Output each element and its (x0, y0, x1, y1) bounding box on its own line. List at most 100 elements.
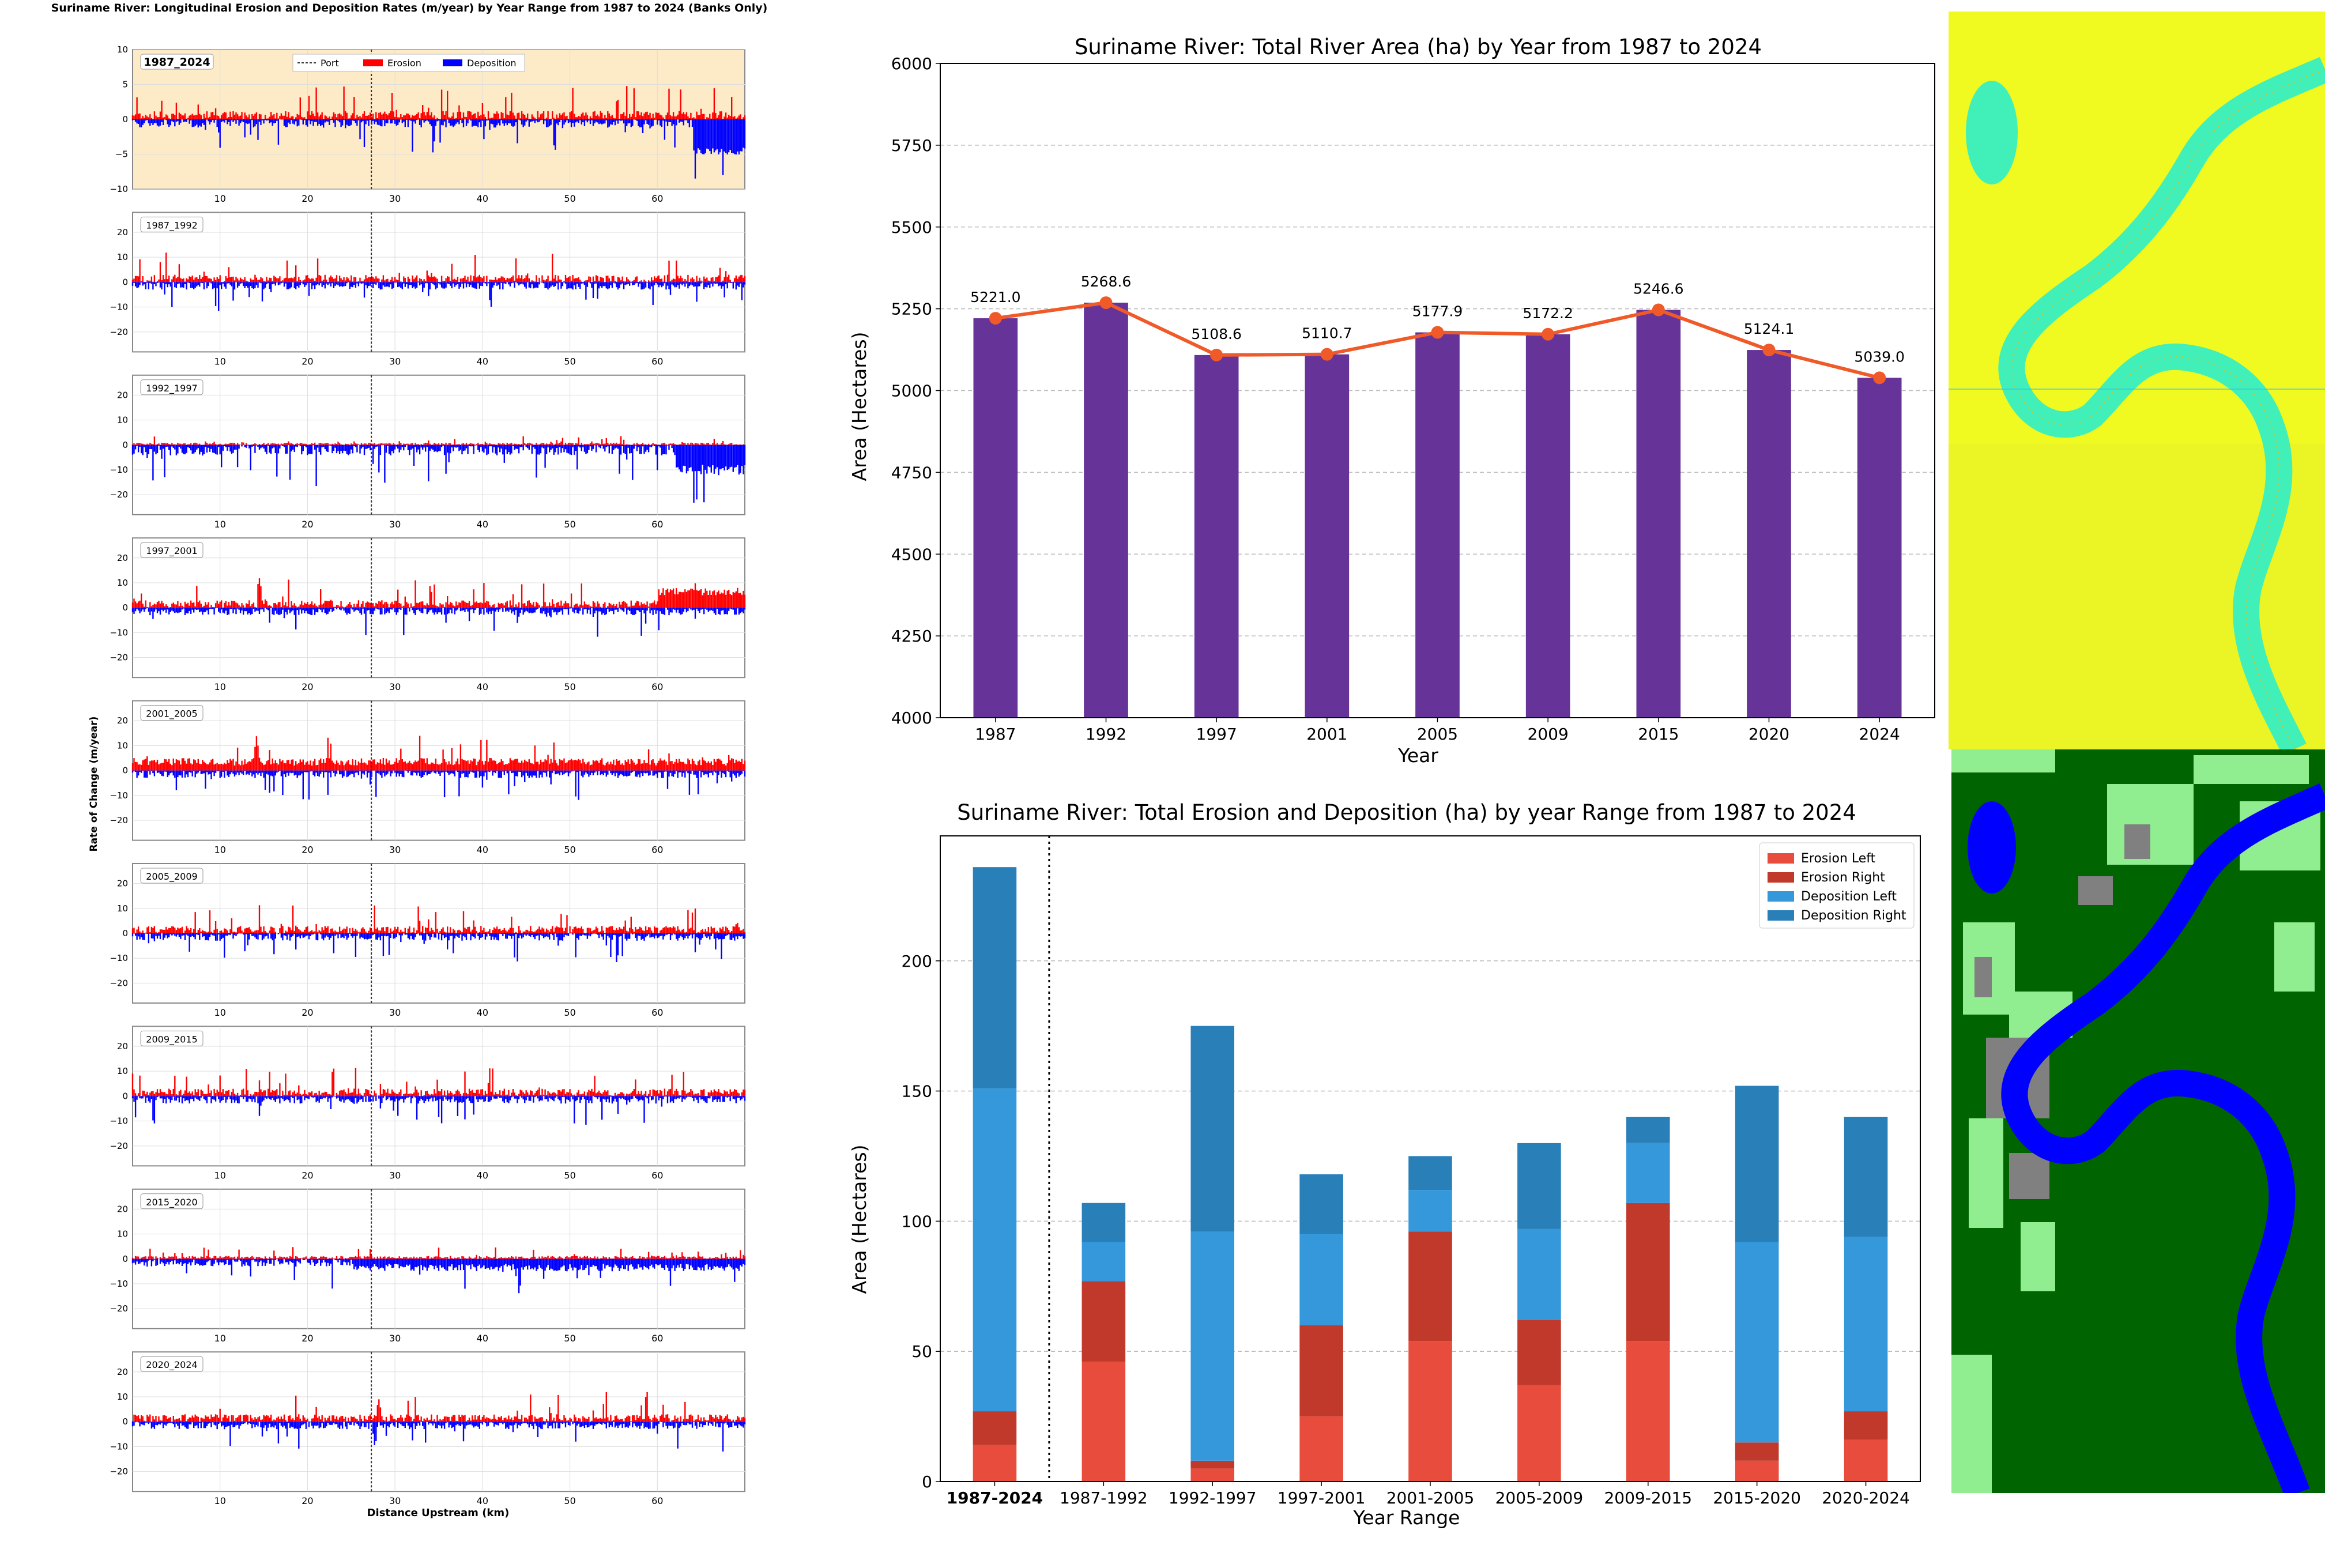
ed-bar-segment (1299, 1416, 1343, 1482)
y-tick-label: −20 (110, 489, 128, 500)
area-y-tick-label: 4500 (891, 545, 932, 564)
area-y-tick-label: 5250 (891, 300, 932, 319)
y-tick-label: 5 (122, 80, 128, 90)
ed-legend-box (1759, 842, 1915, 929)
ed-x-tick-label: 1997-2001 (1278, 1488, 1366, 1507)
x-tick-label: 40 (477, 519, 488, 530)
deposition-signal (131, 770, 746, 800)
ed-legend-swatch (1768, 853, 1794, 864)
y-tick-label: 0 (122, 928, 128, 938)
area-data-label: 5221.0 (970, 289, 1020, 306)
panel-label-box (140, 1193, 204, 1209)
x-tick-label: 20 (302, 1007, 313, 1018)
landcover-map (1951, 749, 2325, 1493)
area-x-tick-label: 1997 (1196, 725, 1237, 744)
longitudinal-legend: Port Erosion Deposition (292, 54, 525, 72)
y-tick-label: 20 (117, 1367, 128, 1377)
longitudinal-panel: 10 20 30 40 50 60 20 10 0 −10 −20 2001_2005 (110, 700, 746, 855)
x-tick-label: 50 (564, 356, 575, 367)
ed-bar-segment (1735, 1242, 1779, 1443)
ed-legend-label: Erosion Right (1801, 870, 1885, 885)
y-tick-label: −20 (110, 1467, 128, 1477)
map-lake (1968, 801, 2016, 894)
ed-x-tick-label: 1987-2024 (947, 1488, 1043, 1507)
panel-label: 2009_2015 (146, 1034, 197, 1045)
ed-plot-frame (940, 835, 1921, 1482)
ed-bar-segment (1517, 1320, 1561, 1385)
x-tick-label: 30 (389, 1495, 401, 1506)
longitudinal-xlabel: Distance Upstream (km) (367, 1507, 510, 1519)
area-chart-ylabel: Area (Hectares) (848, 332, 871, 481)
x-tick-label: 50 (564, 1007, 575, 1018)
ed-bar-segment (973, 867, 1017, 1089)
ed-bar-segment (1626, 1341, 1670, 1482)
longitudinal-suptitle: Suriname River: Longitudinal Erosion and… (51, 2, 768, 14)
y-tick-label: −20 (110, 978, 128, 988)
longitudinal-panel: 10 20 30 40 50 60 20 10 0 −10 −20 1987_1992 (110, 212, 746, 367)
ed-bar-segment (1844, 1411, 1888, 1440)
panel-label-box (140, 216, 204, 232)
x-tick-label: 10 (214, 845, 226, 855)
ed-legend-label: Erosion Left (1801, 851, 1876, 866)
ed-bar-segment (1735, 1460, 1779, 1482)
ed-bar-segment (1844, 1237, 1888, 1412)
longitudinal-panel: 10 20 30 40 50 60 20 10 0 −10 −20 2005_2009 (110, 863, 746, 1018)
ed-bar-segment (1082, 1203, 1126, 1242)
ed-x-tick-label: 1987-1992 (1060, 1488, 1148, 1507)
ed-x-tick-label: 1992-1997 (1169, 1488, 1257, 1507)
y-tick-label: 10 (117, 415, 128, 425)
area-line-marker (1099, 296, 1113, 310)
y-tick-label: 10 (117, 1229, 128, 1239)
ed-y-tick-label: 50 (911, 1342, 932, 1361)
ed-bar-segment (1190, 1468, 1234, 1482)
x-tick-label: 40 (477, 1170, 488, 1181)
y-tick-label: 0 (122, 1254, 128, 1264)
ed-bar-segment (1408, 1341, 1452, 1482)
area-y-tick-label: 4000 (891, 708, 932, 728)
area-data-label: 5172.2 (1523, 305, 1573, 322)
ed-bar-segment (1735, 1442, 1779, 1461)
x-tick-label: 50 (564, 193, 575, 204)
area-x-tick-label: 2015 (1638, 725, 1679, 744)
panel-label-box (140, 542, 204, 558)
area-data-label: 5124.1 (1744, 321, 1794, 337)
legend-erosion-swatch (363, 59, 383, 66)
area-data-label: 5039.0 (1854, 348, 1904, 365)
area-bar (1415, 332, 1460, 718)
ed-bar-segment (1844, 1117, 1888, 1237)
legend-port-label: Port (321, 58, 339, 69)
longitudinal-panel: 10 20 30 40 50 60 20 10 0 −10 −20 1997_2001 (110, 537, 746, 692)
longitudinal-figure: Suriname River: Longitudinal Erosion and… (51, 2, 768, 1519)
area-bar (1857, 378, 1902, 718)
area-bar (1747, 350, 1791, 718)
x-tick-label: 10 (214, 1333, 226, 1344)
area-data-label: 5246.6 (1633, 281, 1683, 297)
deposition-signal (131, 1096, 746, 1125)
x-tick-label: 10 (214, 681, 226, 692)
y-tick-label: 20 (117, 1204, 128, 1214)
area-y-tick-label: 5000 (891, 382, 932, 401)
ed-chart-ylabel: Area (Hectares) (848, 1145, 871, 1294)
x-tick-label: 30 (389, 845, 401, 855)
x-tick-label: 40 (477, 845, 488, 855)
map-river (2001, 783, 2325, 1493)
y-tick-label: 20 (117, 879, 128, 889)
y-tick-label: −10 (110, 627, 128, 638)
x-tick-label: 40 (477, 1007, 488, 1018)
ed-bar-segment (1408, 1190, 1452, 1232)
ed-bar-segment (1190, 1026, 1234, 1232)
longitudinal-panel: 10 20 30 40 50 60 20 10 0 −10 −20 2009_2015 (110, 1026, 746, 1181)
y-tick-label: −20 (110, 815, 128, 826)
legend-deposition-label: Deposition (467, 58, 517, 69)
area-data-label: 5110.7 (1302, 325, 1352, 342)
ed-bar-segment (1735, 1085, 1779, 1242)
area-bar (1194, 355, 1239, 718)
x-tick-label: 20 (302, 1333, 313, 1344)
y-tick-label: 10 (117, 1066, 128, 1076)
x-tick-label: 50 (564, 845, 575, 855)
erosion-signal (131, 578, 746, 608)
ed-chart-xlabel: Year Range (1353, 1506, 1460, 1529)
area-data-label: 5177.9 (1412, 303, 1463, 320)
ed-legend-swatch (1768, 872, 1794, 883)
deposition-signal (131, 282, 746, 311)
